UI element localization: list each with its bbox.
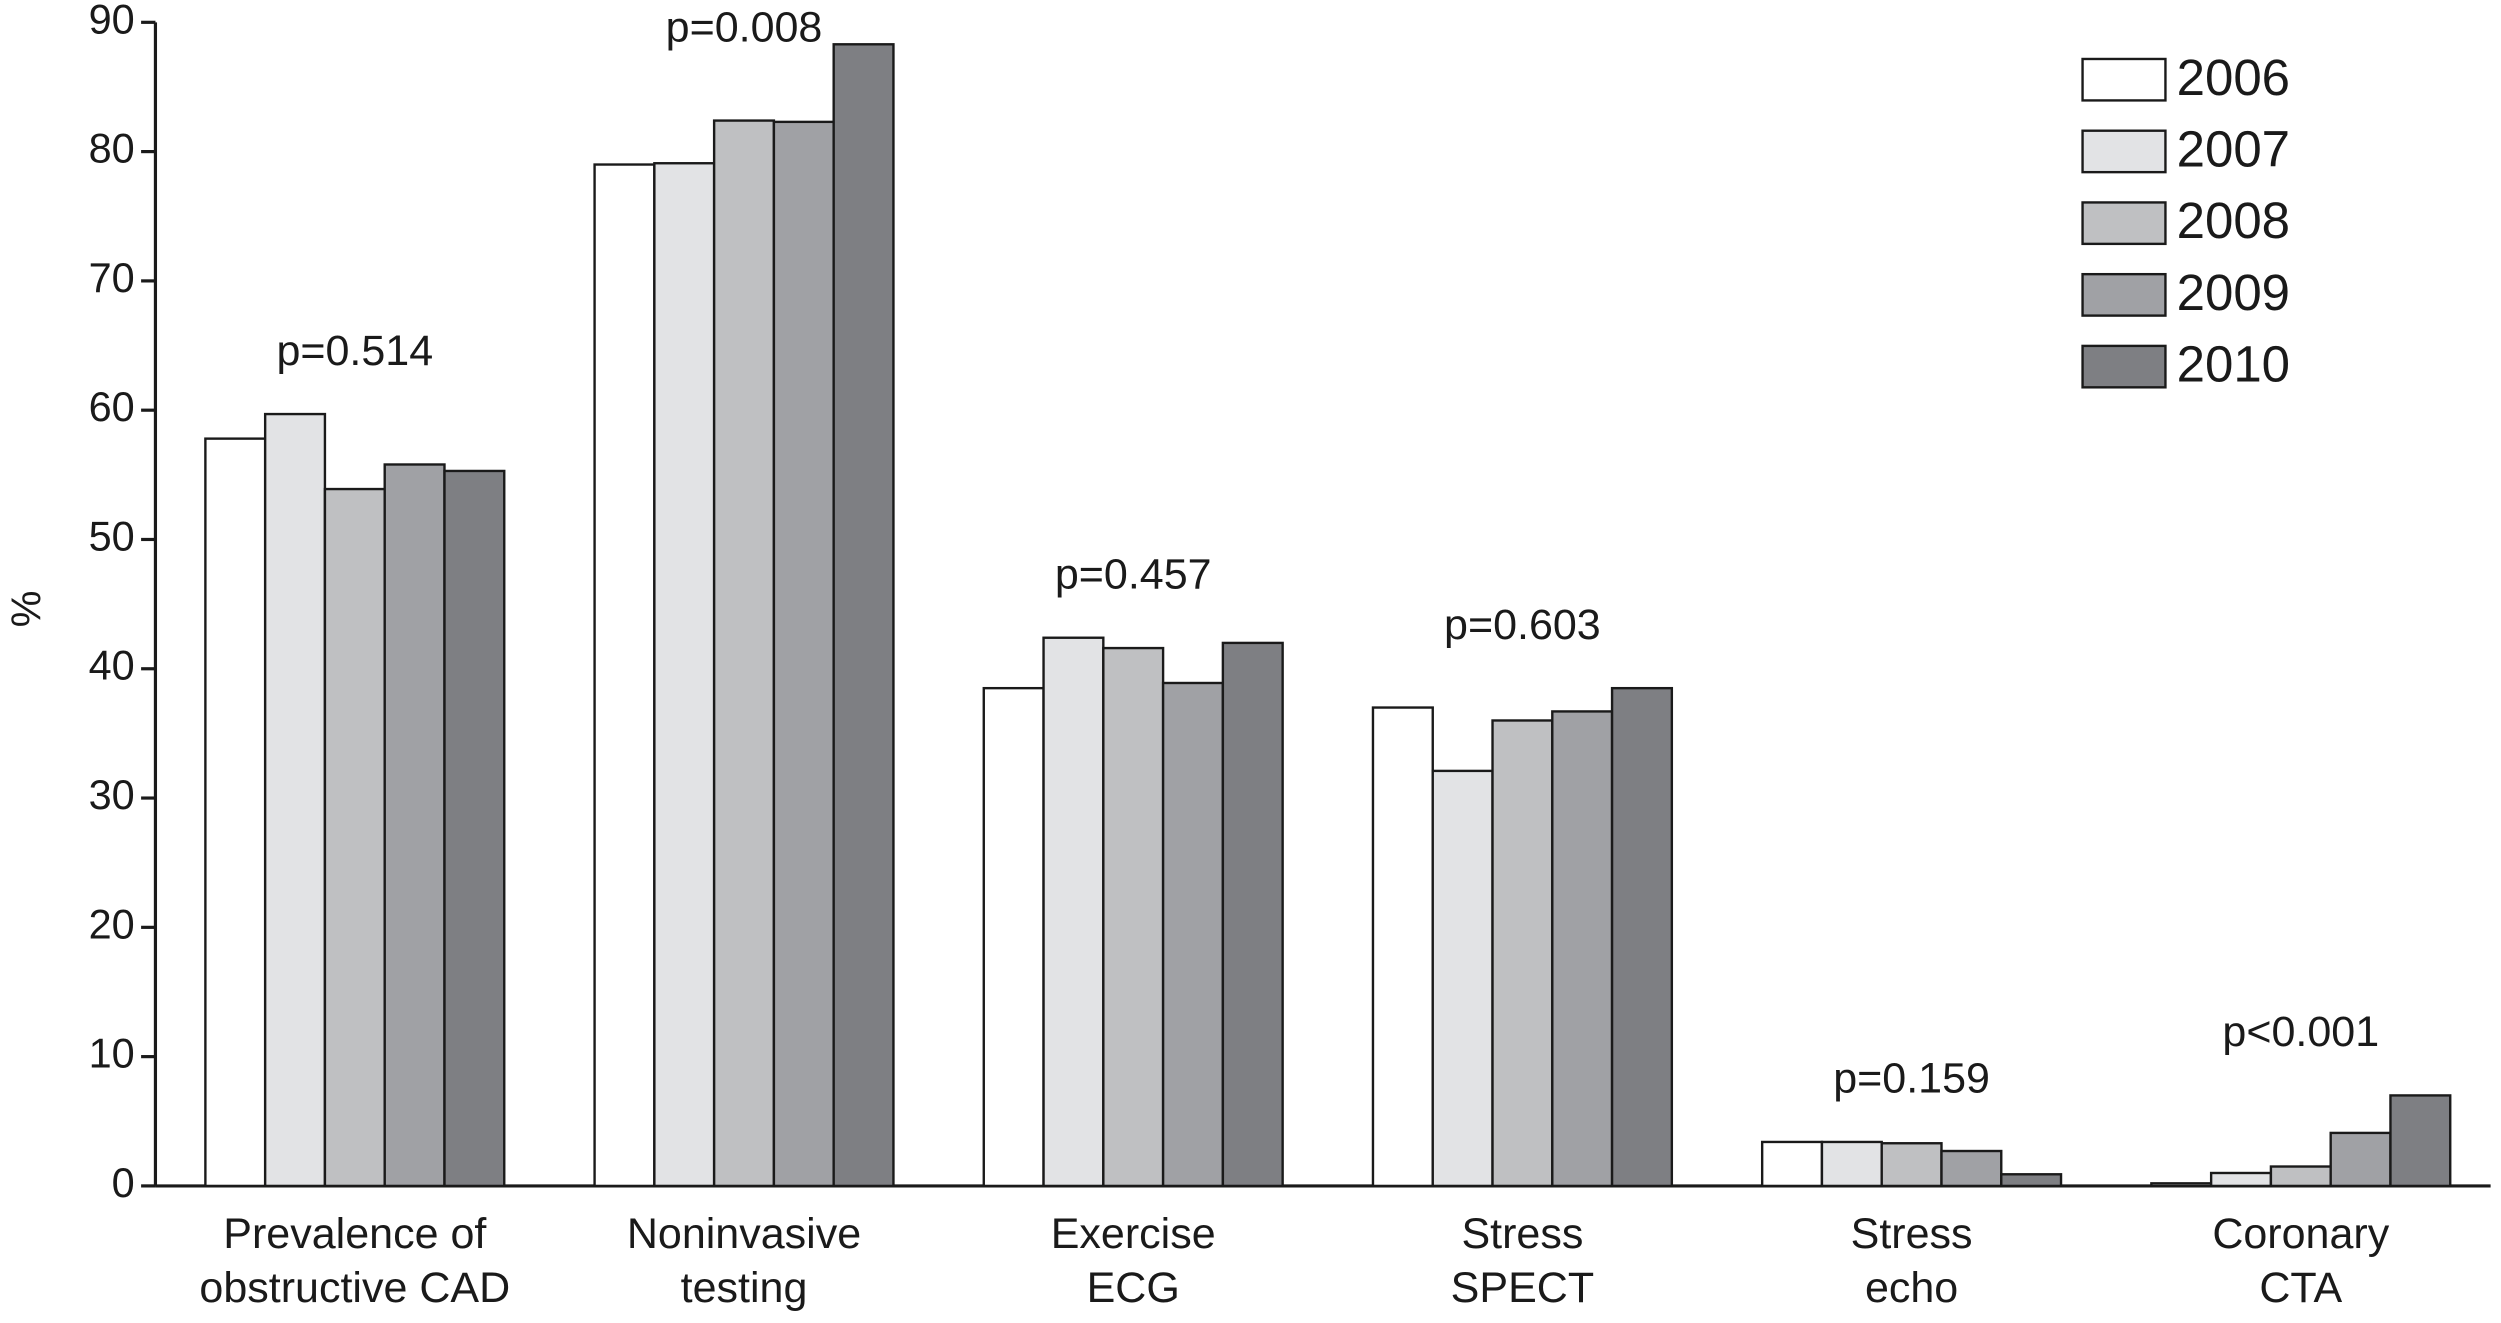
bar (2329, 1131, 2392, 1188)
legend-label: 2010 (2177, 336, 2290, 393)
bar (1221, 641, 1284, 1188)
y-tick-label: 50 (89, 512, 135, 559)
bar (1431, 769, 1494, 1188)
bar (1491, 719, 1554, 1188)
y-tick-label: 40 (89, 642, 135, 689)
bar (383, 463, 446, 1188)
bar (1371, 706, 1434, 1188)
bar (772, 120, 835, 1188)
x-tick-label: Stress SPECT (1451, 1210, 1594, 1312)
bar (1880, 1142, 1943, 1188)
y-tick-label: 10 (89, 1030, 135, 1077)
y-tick-label: 30 (89, 771, 135, 818)
bar (1102, 646, 1165, 1188)
p-value-annotation: p=0.603 (1444, 601, 1601, 649)
p-value-annotation: p=0.008 (666, 4, 823, 52)
p-value-annotation: p=0.457 (1055, 551, 1212, 599)
bar (1551, 710, 1614, 1188)
x-tick-label: Coronary CTA (2212, 1210, 2389, 1312)
bar (1820, 1140, 1883, 1188)
legend-swatch (2081, 272, 2167, 317)
x-tick-label: Exercise ECG (1051, 1210, 1216, 1312)
bar (1940, 1149, 2003, 1188)
bar (653, 162, 716, 1188)
legend-label: 2007 (2177, 120, 2290, 177)
y-tick-label: 60 (89, 383, 135, 430)
bar (1161, 681, 1225, 1188)
x-tick-label: Noninvasive testing (627, 1210, 861, 1312)
bar (1042, 636, 1105, 1188)
bar (982, 686, 1045, 1188)
bar (2000, 1173, 2063, 1188)
bar (323, 487, 386, 1188)
bar (443, 469, 506, 1188)
bar (1760, 1140, 1824, 1188)
y-tick-label: 90 (89, 0, 135, 42)
y-tick-label: 0 (112, 1159, 135, 1206)
legend-swatch (2081, 201, 2167, 246)
legend-swatch (2081, 344, 2167, 389)
p-value-annotation: p=0.514 (276, 327, 433, 375)
bar (593, 163, 656, 1188)
bar (832, 43, 895, 1188)
p-value-annotation: p<0.001 (2222, 1008, 2379, 1056)
bar (263, 412, 327, 1188)
y-tick-label: 20 (89, 900, 135, 947)
legend-swatch (2081, 57, 2167, 102)
y-tick-label: 80 (89, 125, 135, 172)
legend-label: 2009 (2177, 264, 2290, 321)
y-tick-label: 70 (89, 254, 135, 301)
bar (2269, 1165, 2332, 1188)
legend-label: 2006 (2177, 49, 2290, 106)
bar (1610, 686, 1674, 1188)
legend-label: 2008 (2177, 192, 2290, 249)
legend-swatch (2081, 129, 2167, 174)
bar (2209, 1171, 2273, 1188)
x-tick-label: Stress echo (1851, 1210, 1973, 1312)
bar (2150, 1182, 2213, 1188)
bar (712, 119, 776, 1188)
bar (2389, 1094, 2452, 1188)
y-axis-label: % (2, 590, 49, 627)
x-tick-label: Prevalence of obstructive CAD (199, 1210, 510, 1312)
bar (204, 437, 267, 1188)
p-value-annotation: p=0.159 (1833, 1055, 1990, 1103)
